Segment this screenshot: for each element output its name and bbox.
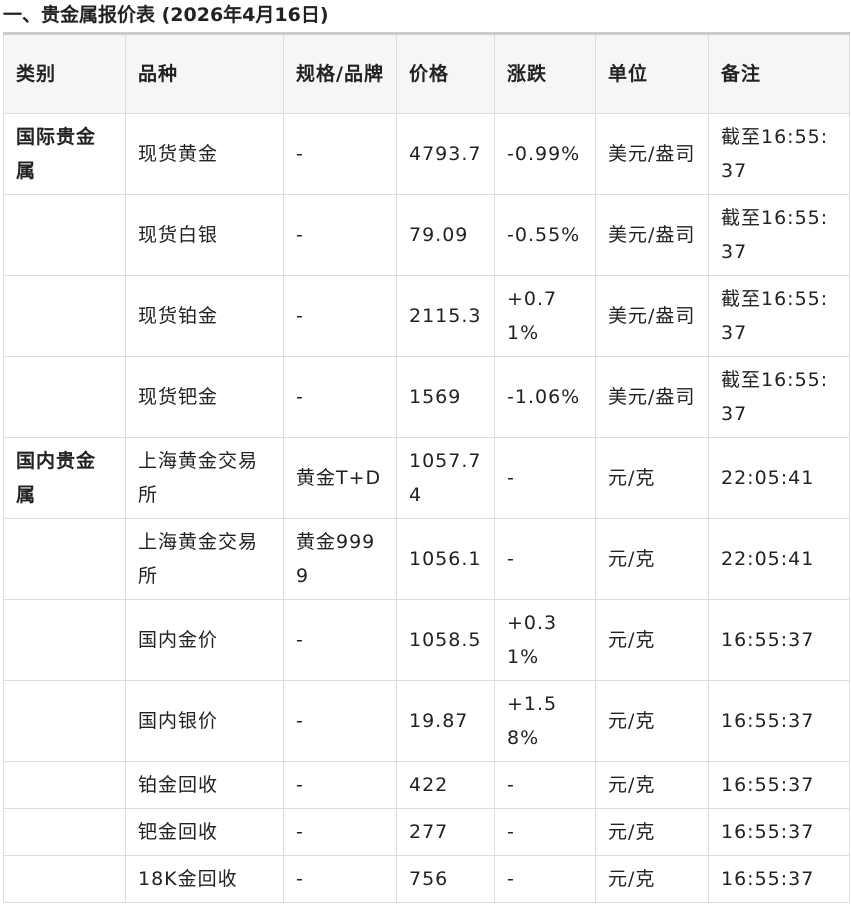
cell-category [3, 275, 126, 357]
cell-spec-brand: - [283, 855, 397, 903]
cell-price: 422 [396, 761, 495, 809]
table-header-row: 类别 品种 规格/品牌 价格 涨跌 单位 备注 [3, 33, 850, 114]
cell-category [3, 518, 126, 600]
cell-category: 国内贵金属 [3, 437, 126, 519]
cell-price: 79.09 [396, 194, 495, 276]
cell-change: - [494, 518, 596, 600]
table-row: 上海黄金交易所 黄金9999 1056.1- 元/克 22:05:41 [3, 518, 850, 600]
table-row: 现货钯金 -1569 -1.06% 美元/盎司 截至16:55:37 [3, 356, 850, 438]
table-row: 钯金回收 -277- 元/克 16:55:37 [3, 808, 850, 856]
cell-unit: 美元/盎司 [595, 113, 709, 195]
cell-note: 16:55:37 [708, 599, 850, 681]
cell-note: 16:55:37 [708, 855, 850, 903]
cell-note: 22:05:41 [708, 437, 850, 519]
cell-variety: 现货黄金 [125, 113, 284, 195]
table-row: 18K金回收 -756- 元/克 16:55:37 [3, 855, 850, 903]
header-spec-brand: 规格/品牌 [283, 33, 397, 114]
cell-note: 截至16:55:37 [708, 113, 850, 195]
cell-variety: 18K金回收 [125, 855, 284, 903]
cell-variety: 钯金回收 [125, 808, 284, 856]
cell-note: 16:55:37 [708, 680, 850, 762]
cell-unit: 美元/盎司 [595, 194, 709, 276]
table-row: 现货白银 -79.09 -0.55% 美元/盎司 截至16:55:37 [3, 194, 850, 276]
cell-category [3, 680, 126, 762]
table-row: 国内贵金属 上海黄金交易所 黄金T+D 1057.74- 元/克 22:05:41 [3, 437, 850, 519]
page-title: 一、贵金属报价表 (2026年4月16日) [3, 4, 329, 26]
cell-spec-brand: - [283, 356, 397, 438]
cell-note: 截至16:55:37 [708, 275, 850, 357]
cell-price: 19.87 [396, 680, 495, 762]
cell-change: - [494, 855, 596, 903]
table-row: 国际贵金属 现货黄金 -4793.7 -0.99% 美元/盎司 截至16:55:37 [3, 113, 850, 195]
cell-change: - [494, 761, 596, 809]
cell-spec-brand: - [283, 808, 397, 856]
cell-price: 1058.5 [396, 599, 495, 681]
cell-spec-brand: - [283, 275, 397, 357]
cell-unit: 元/克 [595, 761, 709, 809]
cell-unit: 元/克 [595, 808, 709, 856]
header-category: 类别 [3, 33, 126, 114]
cell-change: -1.06% [494, 356, 596, 438]
header-change: 涨跌 [494, 33, 596, 114]
cell-variety: 国内银价 [125, 680, 284, 762]
cell-unit: 美元/盎司 [595, 275, 709, 357]
cell-spec-brand: - [283, 113, 397, 195]
cell-unit: 元/克 [595, 855, 709, 903]
cell-category [3, 194, 126, 276]
cell-change: -0.55% [494, 194, 596, 276]
cell-variety: 现货铂金 [125, 275, 284, 357]
cell-variety: 上海黄金交易所 [125, 437, 284, 519]
cell-change: +1.58% [494, 680, 596, 762]
cell-price: 1057.74 [396, 437, 495, 519]
cell-note: 截至16:55:37 [708, 356, 850, 438]
cell-price: 2115.3 [396, 275, 495, 357]
cell-category [3, 356, 126, 438]
header-unit: 单位 [595, 33, 709, 114]
header-note: 备注 [708, 33, 850, 114]
cell-unit: 元/克 [595, 437, 709, 519]
cell-spec-brand: - [283, 761, 397, 809]
cell-price: 756 [396, 855, 495, 903]
cell-variety: 现货钯金 [125, 356, 284, 438]
cell-category: 国际贵金属 [3, 113, 126, 195]
table-row: 现货铂金 -2115.3 +0.71% 美元/盎司 截至16:55:37 [3, 275, 850, 357]
cell-spec-brand: - [283, 599, 397, 681]
cell-change: +0.31% [494, 599, 596, 681]
cell-variety: 国内金价 [125, 599, 284, 681]
cell-unit: 元/克 [595, 518, 709, 600]
cell-note: 22:05:41 [708, 518, 850, 600]
cell-category [3, 761, 126, 809]
cell-note: 16:55:37 [708, 808, 850, 856]
cell-spec-brand: - [283, 680, 397, 762]
cell-unit: 元/克 [595, 680, 709, 762]
cell-change: +0.71% [494, 275, 596, 357]
table-row: 国内金价 -1058.5 +0.31% 元/克 16:55:37 [3, 599, 850, 681]
table-row: 铂金回收 -422- 元/克 16:55:37 [3, 761, 850, 809]
cell-category [3, 855, 126, 903]
cell-variety: 铂金回收 [125, 761, 284, 809]
cell-change: - [494, 808, 596, 856]
cell-spec-brand: 黄金T+D [283, 437, 397, 519]
cell-price: 1569 [396, 356, 495, 438]
cell-price: 4793.7 [396, 113, 495, 195]
cell-price: 277 [396, 808, 495, 856]
cell-note: 16:55:37 [708, 761, 850, 809]
cell-spec-brand: - [283, 194, 397, 276]
cell-price: 1056.1 [396, 518, 495, 600]
cell-variety: 上海黄金交易所 [125, 518, 284, 600]
header-variety: 品种 [125, 33, 284, 114]
cell-variety: 现货白银 [125, 194, 284, 276]
cell-unit: 元/克 [595, 599, 709, 681]
cell-category [3, 808, 126, 856]
cell-change: - [494, 437, 596, 519]
cell-change: -0.99% [494, 113, 596, 195]
header-price: 价格 [396, 33, 495, 114]
cell-category [3, 599, 126, 681]
precious-metals-price-table: 类别 品种 规格/品牌 价格 涨跌 单位 备注 国际贵金属 现货黄金 -4793.7 -0.99%… [3, 32, 850, 903]
cell-unit: 美元/盎司 [595, 356, 709, 438]
cell-spec-brand: 黄金9999 [283, 518, 397, 600]
table-row: 国内银价 -19.87 +1.58% 元/克 16:55:37 [3, 680, 850, 762]
cell-note: 截至16:55:37 [708, 194, 850, 276]
